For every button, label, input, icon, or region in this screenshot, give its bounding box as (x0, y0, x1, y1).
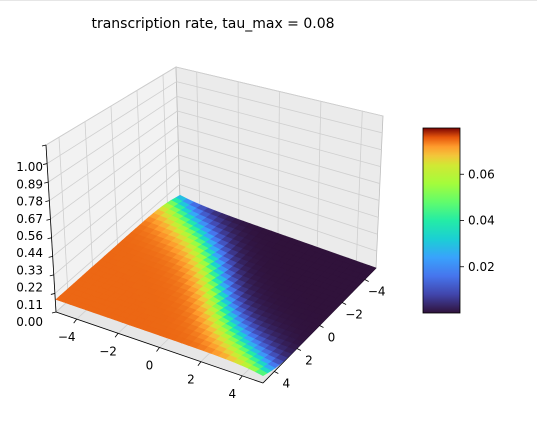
x-axis-ticks: −4 −2 0 2 4 (58, 318, 243, 401)
z-tick-label: 0.22 (16, 281, 43, 295)
z-axis-line (45, 144, 57, 313)
colorbar (422, 127, 461, 314)
y-tick-mark (274, 371, 279, 374)
grid-line (110, 105, 119, 256)
colorbar-ticks: 0.02 0.04 0.06 (460, 167, 495, 274)
y-tick-mark (319, 325, 324, 328)
y-axis-ticks: −4 −2 0 2 4 (274, 279, 386, 391)
x-tick-mark (73, 318, 78, 324)
chart-title: transcription rate, tau_max = 0.08 (91, 16, 334, 32)
z-axis-ticks: 0.00 0.11 0.22 0.33 0.44 0.56 0.67 0.78 0.89 1.00 (16, 144, 57, 329)
grid-line (162, 74, 168, 211)
z-tick-label: 0.67 (16, 212, 43, 226)
x-tick-label: 4 (228, 387, 236, 401)
z-tick-mark (46, 218, 51, 221)
z-tick-mark (41, 144, 47, 147)
z-tick-label: 0.00 (16, 315, 43, 329)
z-tick-mark (45, 200, 50, 203)
colorbar-tick-label: 0.04 (468, 214, 495, 228)
x-tick-mark (114, 333, 119, 338)
top-border (0, 0, 537, 1)
grid-line (84, 121, 94, 279)
z-tick-mark (50, 293, 55, 295)
z-tick-label: 0.78 (16, 195, 43, 209)
surface-plot (55, 194, 377, 377)
z-tick-label: 0.33 (16, 263, 43, 277)
z-tick-mark (43, 163, 48, 165)
z-tick-mark (48, 255, 53, 258)
z-tick-mark (49, 274, 54, 277)
x-tick-mark (238, 375, 243, 381)
z-tick-label: 0.56 (16, 229, 43, 243)
y-tick-mark (296, 348, 302, 351)
y-tick-label: 2 (305, 354, 313, 368)
grid-line (277, 91, 280, 234)
y-tick-mark (341, 302, 347, 305)
grid-line (316, 101, 322, 248)
colorbar-tick-label: 0.06 (468, 167, 495, 181)
x-tick-mark (197, 361, 202, 366)
x-tick-label: 2 (187, 373, 195, 387)
z-tick-mark (44, 181, 49, 184)
z-tick-mark (51, 311, 57, 314)
y-tick-label: −4 (368, 285, 386, 299)
y-tick-label: 0 (328, 331, 336, 345)
grid-line (136, 90, 144, 233)
z-tick-label: 0.89 (16, 177, 43, 191)
y-tick-label: −2 (345, 308, 363, 322)
grid-line (58, 137, 69, 301)
grid-line (196, 71, 200, 206)
y-tick-label: 4 (282, 377, 290, 391)
z-tick-label: 0.11 (16, 298, 43, 312)
x-tick-label: 0 (146, 359, 154, 373)
y-tick-mark (364, 279, 369, 282)
z-tick-label: 1.00 (16, 160, 43, 174)
grid-line (237, 81, 240, 220)
z-tick-mark (47, 237, 52, 240)
x-tick-mark (156, 347, 160, 352)
x-tick-label: −2 (99, 344, 117, 358)
surface-cell (255, 368, 268, 377)
colorbar-tick-label: 0.02 (468, 260, 495, 274)
grid-line (356, 111, 363, 262)
x-tick-label: −4 (58, 330, 76, 344)
z-tick-label: 0.44 (16, 246, 43, 260)
